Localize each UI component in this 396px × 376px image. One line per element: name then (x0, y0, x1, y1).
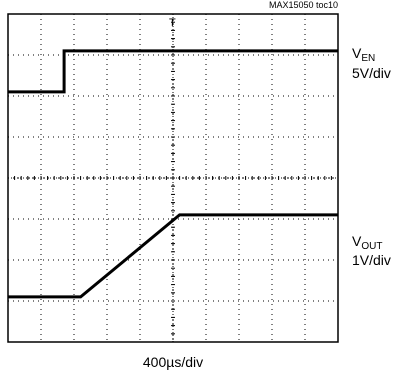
figure-id-label: MAX15050 toc10 (268, 0, 338, 10)
ven-channel-name: VEN (352, 45, 375, 67)
vout-trace (8, 213, 338, 299)
vout-channel-name: VOUT (352, 233, 382, 255)
ven-trace (8, 49, 338, 94)
ven-scale-label: 5V/div (352, 65, 391, 81)
grid (7, 13, 339, 343)
traces (8, 49, 338, 299)
vout-name-sub: OUT (361, 241, 383, 252)
ven-name-main: V (352, 45, 362, 61)
ven-name-sub: EN (361, 53, 376, 64)
trigger-marker: T (169, 17, 176, 29)
time-scale-label: 400µs/div (142, 354, 204, 370)
vout-scale-label: 1V/div (352, 252, 391, 268)
vout-name-main: V (352, 233, 362, 249)
